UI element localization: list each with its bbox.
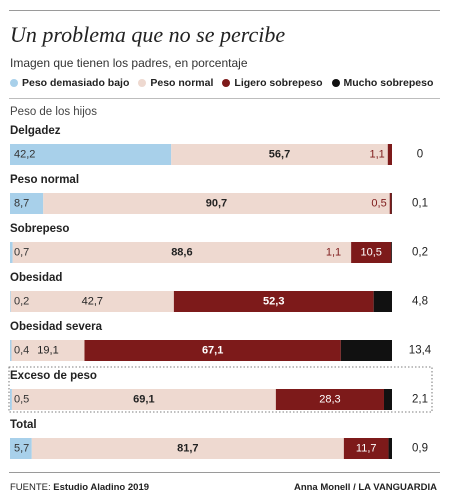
value-label-obesidad-bajo: 0,2 bbox=[14, 296, 29, 308]
highlight-box-exceso-de-peso bbox=[8, 366, 433, 413]
bar-obesidad-severa-seg-1 bbox=[10, 340, 12, 361]
category-axis-label: Peso de los hijos bbox=[10, 106, 97, 118]
value-label-obesidad-severa-bajo: 0,4 bbox=[14, 345, 29, 357]
bar-total-seg-1 bbox=[10, 438, 32, 459]
bar-total-seg-4 bbox=[388, 438, 392, 459]
value-label-delgadez-bajo: 42,2 bbox=[14, 149, 35, 161]
bar-obesidad-seg-1 bbox=[10, 291, 11, 312]
value-label-obesidad-severa-mucho: 13,4 bbox=[409, 345, 432, 357]
value-label-total-mucho: 0,9 bbox=[412, 443, 428, 455]
bar-delgadez-seg-3 bbox=[387, 144, 392, 165]
value-label-obesidad-ligero: 52,3 bbox=[263, 296, 284, 308]
bar-obesidad-severa-seg-4 bbox=[340, 340, 392, 361]
category-label-exceso-de-peso: Exceso de peso bbox=[10, 370, 97, 382]
bar-obesidad-seg-2 bbox=[10, 291, 174, 312]
value-label-total-normal: 81,7 bbox=[177, 443, 198, 455]
legend-dot-bajo bbox=[10, 79, 18, 87]
category-label-peso-normal: Peso normal bbox=[10, 174, 79, 186]
bar-peso-normal-seg-2 bbox=[43, 193, 390, 214]
value-label-exceso-de-peso-ligero: 28,3 bbox=[319, 394, 340, 406]
value-label-sobrepeso-bajo: 0,7 bbox=[14, 247, 29, 259]
bar-sobrepeso-seg-3 bbox=[351, 242, 392, 263]
legend-item-ligero: Ligero sobrepeso bbox=[222, 77, 323, 89]
value-label-obesidad-severa-normal: 19,1 bbox=[37, 345, 58, 357]
value-label-peso-normal-ligero: 0,5 bbox=[371, 198, 386, 210]
bar-total-seg-3 bbox=[343, 438, 389, 459]
value-label-obesidad-normal: 42,7 bbox=[82, 296, 103, 308]
value-label-peso-normal-mucho: 0,1 bbox=[412, 198, 428, 210]
legend: Peso demasiado bajo Peso normal Ligero s… bbox=[10, 75, 433, 91]
legend-dot-ligero bbox=[222, 79, 231, 87]
chart-subtitle: Imagen que tienen los padres, en porcent… bbox=[10, 56, 248, 70]
category-label-delgadez: Delgadez bbox=[10, 125, 61, 137]
header-divider bbox=[9, 98, 440, 99]
category-label-obesidad-severa: Obesidad severa bbox=[10, 321, 103, 333]
bar-sobrepeso-seg-4 bbox=[391, 242, 392, 263]
value-label-total-bajo: 5,7 bbox=[14, 443, 29, 455]
author-credit: Anna Monell / LA VANGUARDIA bbox=[293, 482, 437, 493]
bar-exceso-de-peso-seg-4 bbox=[383, 389, 392, 410]
bar-obesidad-seg-3 bbox=[173, 291, 374, 312]
bar-obesidad-severa-seg-3 bbox=[84, 340, 341, 361]
top-rule bbox=[9, 10, 440, 11]
bar-obesidad-severa-seg-2 bbox=[11, 340, 85, 361]
legend-label-bajo: Peso demasiado bajo bbox=[22, 77, 130, 89]
value-label-sobrepeso-ligero: 10,5 bbox=[360, 247, 381, 259]
value-label-delgadez-normal: 56,7 bbox=[269, 149, 290, 161]
bar-obesidad-seg-4 bbox=[373, 291, 392, 312]
chart-title: Un problema que no se percibe bbox=[10, 22, 286, 47]
legend-item-normal: Peso normal bbox=[138, 77, 213, 89]
value-label-peso-normal-bajo: 8,7 bbox=[14, 198, 29, 210]
legend-item-mucho: Mucho sobrepeso bbox=[331, 77, 434, 89]
bottom-rule bbox=[9, 472, 440, 473]
legend-dot-normal bbox=[138, 79, 147, 87]
bar-sobrepeso-seg-2 bbox=[12, 242, 352, 263]
legend-label-ligero: Ligero sobrepeso bbox=[234, 77, 323, 89]
bar-peso-normal-seg-3 bbox=[389, 193, 392, 214]
bar-exceso-de-peso-seg-2 bbox=[11, 389, 276, 410]
value-label-delgadez-mucho: 0 bbox=[417, 149, 423, 161]
category-label-obesidad: Obesidad bbox=[10, 272, 62, 284]
value-label-peso-normal-normal: 90,7 bbox=[206, 198, 227, 210]
bar-delgadez-seg-2 bbox=[171, 144, 388, 165]
bar-total-seg-2 bbox=[31, 438, 344, 459]
bar-delgadez-seg-1 bbox=[10, 144, 172, 165]
value-label-delgadez-ligero: 1,1 bbox=[370, 149, 385, 161]
bar-exceso-de-peso-seg-3 bbox=[275, 389, 384, 410]
category-label-sobrepeso: Sobrepeso bbox=[10, 223, 69, 235]
value-label-total-ligero: 11,7 bbox=[356, 443, 377, 455]
source-label: FUENTE: bbox=[10, 482, 51, 493]
value-label-exceso-de-peso-mucho: 2,1 bbox=[412, 394, 428, 406]
legend-label-normal: Peso normal bbox=[150, 77, 214, 89]
value-label-sobrepeso-normal: 88,6 bbox=[171, 247, 192, 259]
bar-exceso-de-peso-seg-1 bbox=[10, 389, 12, 410]
bar-peso-normal-seg-1 bbox=[10, 193, 44, 214]
bar-sobrepeso-seg-1 bbox=[10, 242, 13, 263]
value-label-exceso-de-peso-bajo: 0,5 bbox=[14, 394, 29, 406]
legend-item-bajo: Peso demasiado bajo bbox=[10, 77, 129, 89]
value-label-obesidad-mucho: 4,8 bbox=[412, 296, 428, 308]
value-label-sobrepeso-extra: 1,1 bbox=[326, 247, 341, 259]
category-label-total: Total bbox=[10, 419, 37, 431]
value-label-sobrepeso-mucho: 0,2 bbox=[412, 247, 428, 259]
source-note: FUENTE: Estudio Aladino 2019 bbox=[10, 482, 149, 493]
legend-dot-mucho bbox=[331, 79, 340, 87]
source-value: Estudio Aladino 2019 bbox=[53, 482, 150, 493]
value-label-exceso-de-peso-normal: 69,1 bbox=[133, 394, 154, 406]
legend-label-mucho: Mucho sobrepeso bbox=[343, 77, 434, 89]
value-label-obesidad-severa-ligero: 67,1 bbox=[202, 345, 223, 357]
